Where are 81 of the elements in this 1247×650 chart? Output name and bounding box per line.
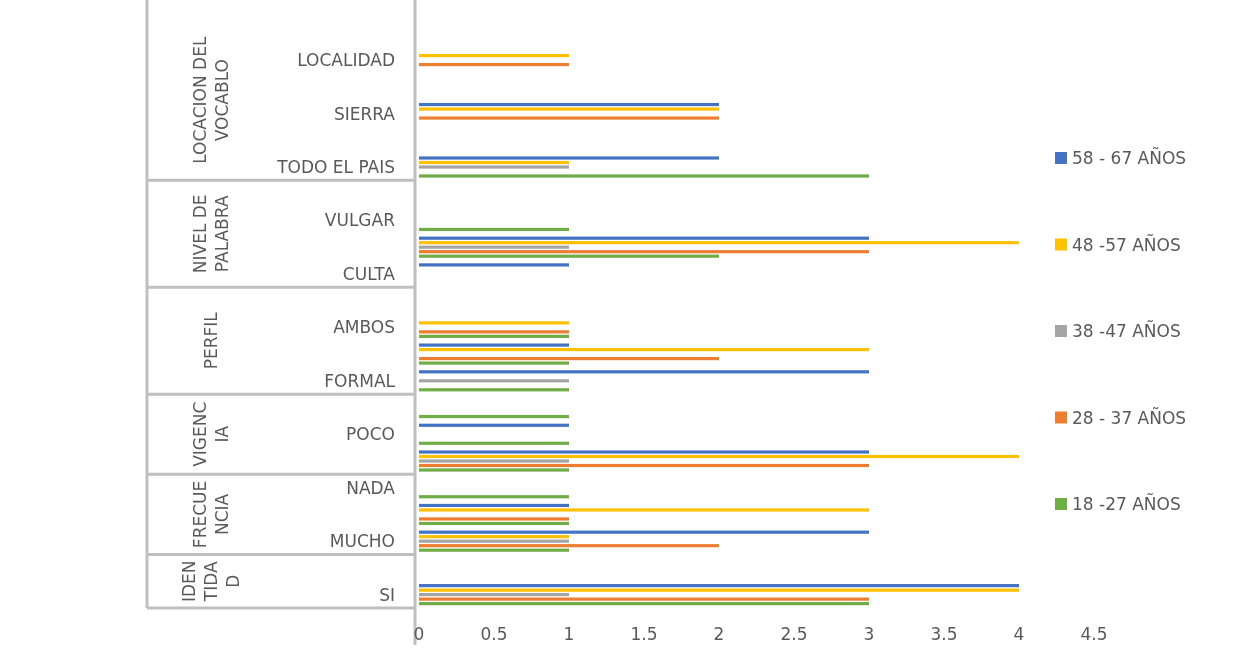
bar	[419, 102, 719, 107]
legend-label: 38 -47 AÑOS	[1072, 320, 1181, 341]
bar	[419, 468, 569, 472]
x-tick-label: 3	[863, 624, 875, 644]
bar	[419, 414, 569, 419]
bar	[419, 156, 719, 160]
text: FRECUENCIA	[189, 480, 232, 549]
legend-label: 58 - 67 AÑOS	[1072, 147, 1187, 168]
bar	[419, 521, 569, 526]
y-tick-label: TODO EL PAIS	[276, 157, 395, 177]
bar	[419, 495, 569, 499]
bar	[419, 463, 869, 468]
y-tick-label: FORMAL	[324, 370, 396, 391]
bar	[419, 227, 569, 232]
bar	[419, 544, 719, 548]
bar	[419, 508, 869, 512]
x-tick-label: 0.5	[480, 624, 508, 644]
bar	[419, 356, 719, 361]
legend-label: 48 -57 AÑOS	[1072, 233, 1181, 255]
bar	[419, 165, 569, 169]
text: VIGENCIA	[189, 401, 232, 467]
bar	[419, 379, 569, 383]
bar	[419, 321, 569, 325]
bar	[419, 116, 719, 120]
bar	[419, 535, 569, 539]
bar	[419, 241, 1019, 245]
bar	[419, 517, 569, 521]
y-tick-label: LOCALIDAD	[297, 50, 395, 71]
bar	[419, 254, 719, 258]
bar	[419, 343, 569, 347]
bar	[419, 62, 569, 67]
bar	[419, 454, 1019, 459]
y-tick-label: VULGAR	[324, 210, 396, 231]
bar	[419, 160, 569, 165]
bar	[419, 588, 1019, 592]
y-tick-label: POCO	[346, 424, 395, 445]
y-tick-label: SIERRA	[333, 103, 396, 124]
bar	[419, 330, 569, 334]
legend-label: 18 -27 AÑOS	[1072, 493, 1181, 514]
bar	[419, 174, 869, 178]
bar	[419, 361, 569, 365]
bar	[419, 503, 569, 508]
bar	[419, 250, 869, 254]
bar	[419, 53, 569, 58]
bar	[419, 245, 569, 249]
bar	[419, 263, 569, 267]
x-tick-label: 1.5	[630, 624, 658, 644]
y-tick-label: AMBOS	[333, 317, 395, 338]
bar	[419, 236, 869, 240]
bar	[419, 602, 869, 606]
y-tick-label: MUCHO	[329, 531, 395, 552]
y-tick-label: NADA	[346, 477, 396, 498]
x-tick-label: 2	[713, 624, 725, 644]
bar	[419, 334, 569, 338]
legend-label: 28 - 37 AÑOS	[1072, 406, 1187, 428]
bar	[419, 539, 569, 543]
y-tick-label: SI	[379, 584, 395, 605]
text: NIVEL DE PALABRA	[189, 194, 232, 274]
x-tick-label: 4	[1013, 624, 1025, 644]
bar	[419, 459, 569, 463]
bar	[419, 584, 1019, 588]
text: IDENTIDAD	[178, 560, 243, 603]
bar	[419, 107, 719, 111]
bar	[419, 347, 869, 352]
bar	[419, 597, 869, 601]
text: PERFIL	[200, 311, 221, 370]
y-tick-label: CULTA	[342, 263, 396, 284]
x-tick-label: 1	[563, 624, 575, 644]
bar	[419, 530, 869, 534]
x-tick-label: 4.5	[1080, 624, 1108, 644]
bar	[419, 441, 569, 445]
x-tick-label: 2.5	[780, 624, 808, 644]
bar	[419, 548, 569, 552]
x-tick-label: 3.5	[930, 624, 958, 644]
bar	[419, 450, 869, 454]
bar	[419, 388, 569, 392]
x-tick-label: 0	[413, 624, 425, 644]
bar	[419, 370, 869, 374]
bar	[419, 423, 569, 427]
bar	[419, 593, 569, 597]
text: LOCACION DEL VOCABLO	[189, 36, 232, 164]
